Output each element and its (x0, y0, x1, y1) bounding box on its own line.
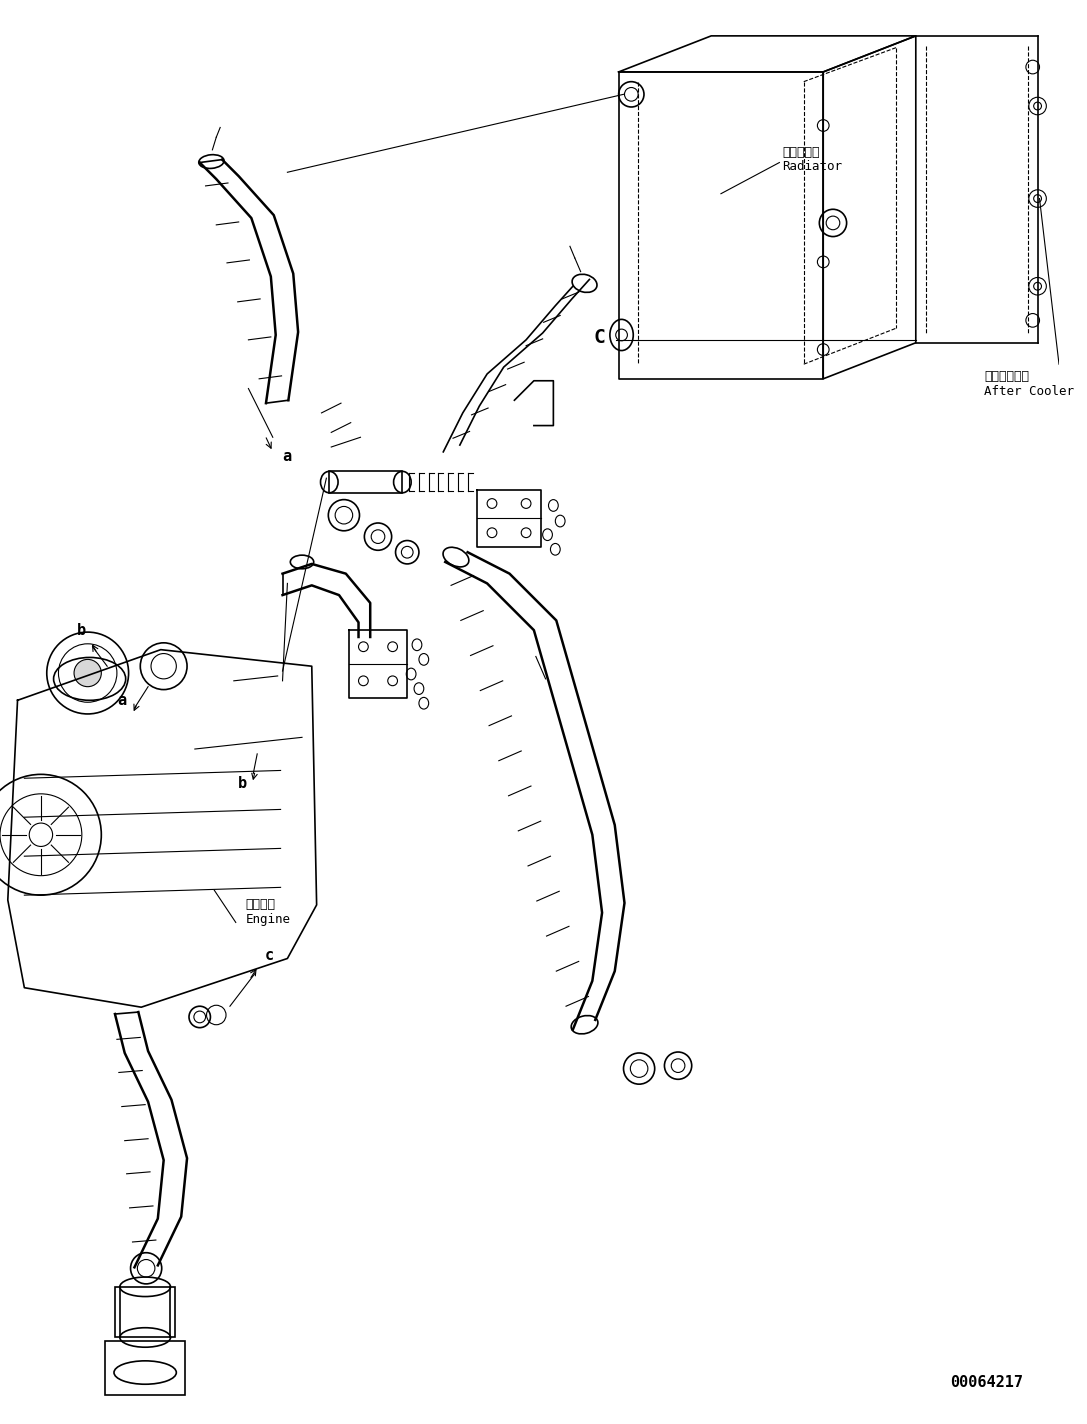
Text: C: C (594, 329, 605, 347)
Text: Engine: Engine (246, 913, 290, 926)
Text: エンジン: エンジン (246, 899, 275, 911)
Text: b: b (238, 776, 248, 790)
Bar (105, 1341, 185, 1396)
Text: Radiator: Radiator (783, 159, 842, 172)
Text: c: c (265, 948, 274, 963)
Bar (115, 1287, 175, 1337)
Text: a: a (282, 449, 291, 464)
Text: After Cooler: After Cooler (984, 384, 1074, 397)
Text: 00064217: 00064217 (950, 1376, 1023, 1390)
Bar (329, 471, 402, 493)
Text: アフタクーラ: アフタクーラ (984, 370, 1029, 383)
Text: b: b (76, 622, 86, 638)
Circle shape (74, 659, 101, 686)
Text: a: a (117, 693, 127, 708)
Text: ラジエータ: ラジエータ (783, 147, 820, 159)
